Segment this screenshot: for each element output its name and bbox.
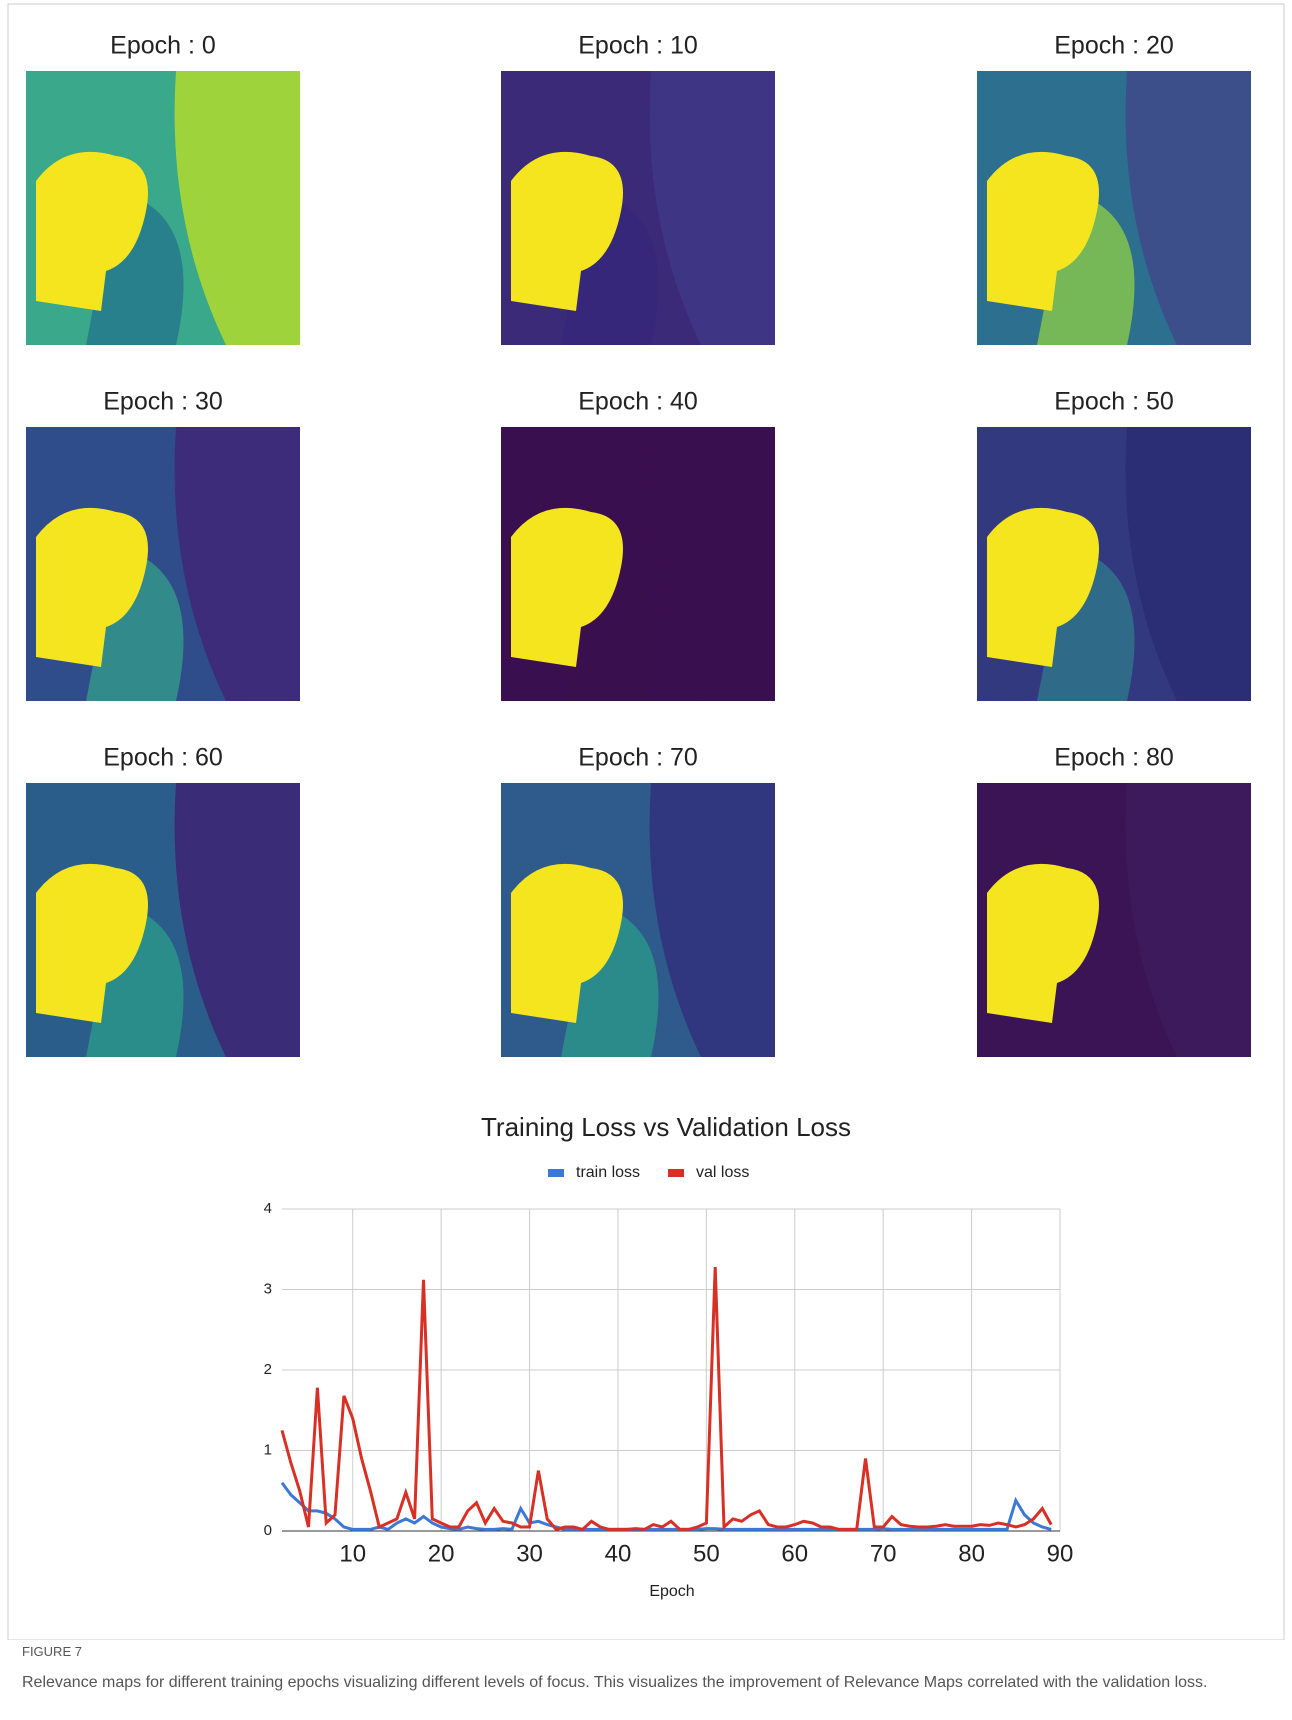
x-tick-label: 10 — [339, 1540, 366, 1567]
panel-title: Epoch : 40 — [578, 388, 698, 416]
panel-title: Epoch : 70 — [578, 744, 698, 772]
series-line — [282, 1267, 1051, 1529]
panel-title: Epoch : 10 — [578, 32, 698, 60]
caption: Relevance maps for different training ep… — [22, 1672, 1272, 1694]
figure-label: FIGURE 7 — [22, 1644, 82, 1659]
x-tick-label: 30 — [516, 1540, 543, 1567]
x-tick-label: 40 — [605, 1540, 632, 1567]
y-tick-label: 2 — [264, 1361, 272, 1378]
x-tick-label: 50 — [693, 1540, 720, 1567]
panel-title: Epoch : 0 — [110, 32, 216, 60]
chart-title: Training Loss vs Validation Loss — [481, 1112, 851, 1142]
legend-swatch — [548, 1169, 564, 1177]
legend-label: train loss — [576, 1164, 640, 1181]
x-tick-label: 90 — [1047, 1540, 1074, 1567]
x-tick-label: 70 — [870, 1540, 897, 1567]
panel-title: Epoch : 80 — [1054, 744, 1174, 772]
figure: Epoch : 0 Epoch : 10 Epoch : 20 Epoch : 30 E… — [0, 0, 1292, 1640]
panel-title: Epoch : 50 — [1054, 388, 1174, 416]
x-tick-label: 60 — [781, 1540, 808, 1567]
y-tick-label: 3 — [264, 1280, 272, 1297]
panel-title: Epoch : 60 — [103, 744, 223, 772]
panel-title: Epoch : 20 — [1054, 32, 1174, 60]
y-tick-label: 0 — [264, 1522, 272, 1539]
x-tick-label: 20 — [428, 1540, 455, 1567]
legend-label: val loss — [696, 1164, 749, 1181]
legend-swatch — [668, 1169, 684, 1177]
panel-title: Epoch : 30 — [103, 388, 223, 416]
x-axis-label: Epoch — [649, 1583, 694, 1600]
y-tick-label: 4 — [264, 1200, 272, 1217]
page: Epoch : 0 Epoch : 10 Epoch : 20 Epoch : 30 E… — [0, 0, 1292, 1720]
x-tick-label: 80 — [958, 1540, 985, 1567]
y-tick-label: 1 — [264, 1441, 272, 1458]
